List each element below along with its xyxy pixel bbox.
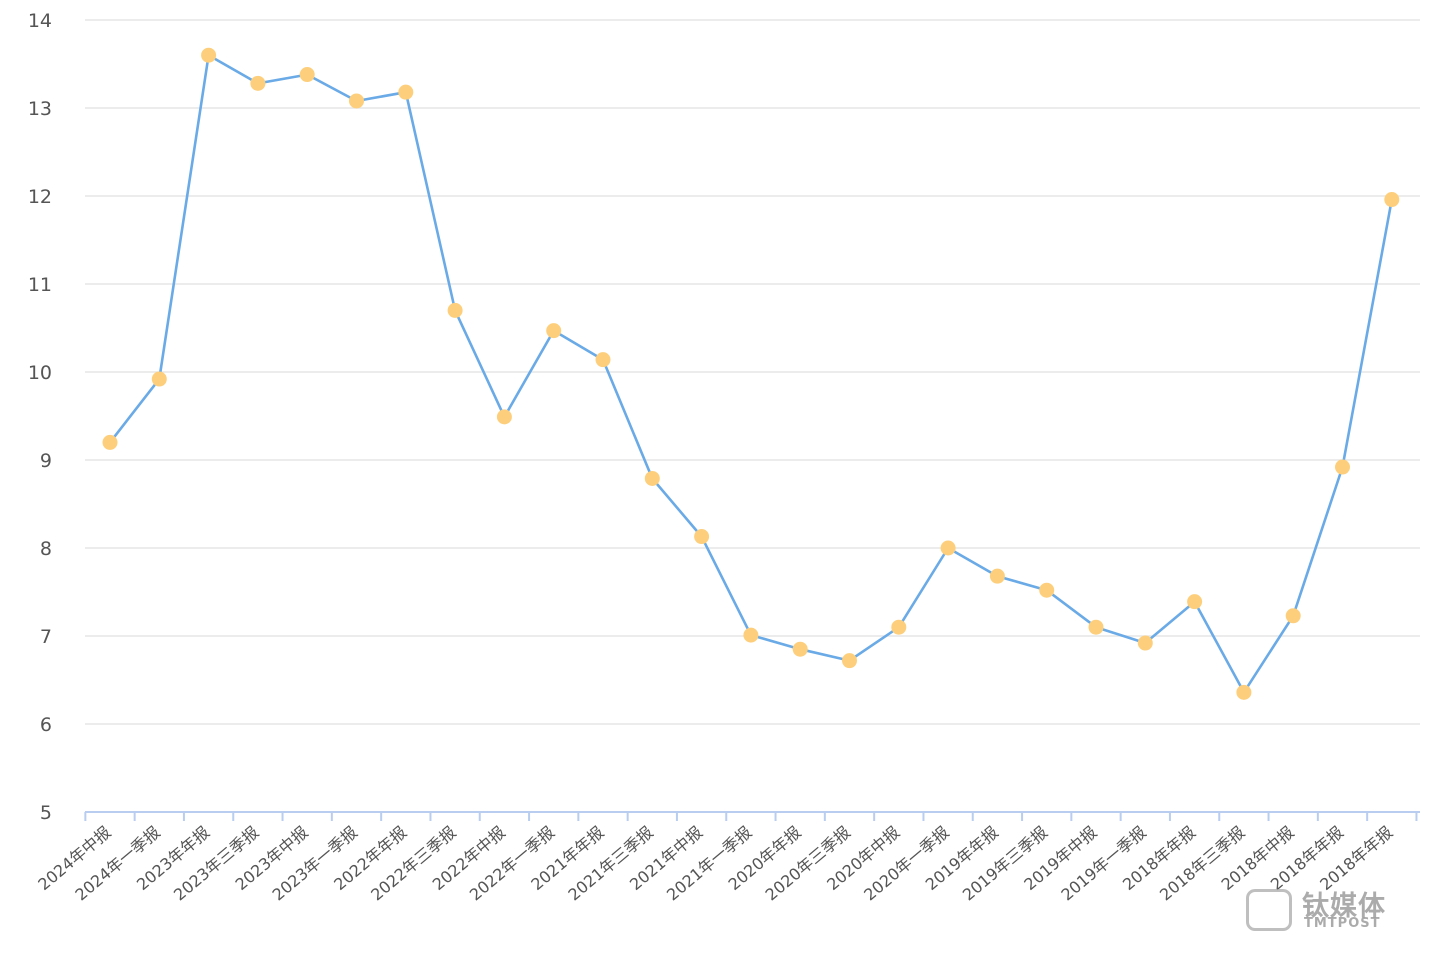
y-tick-label: 11 [28,274,52,296]
data-points [102,47,1400,700]
watermark-logo-icon [1246,889,1292,931]
x-tick-label: 2024年一季报 [71,823,163,905]
x-tick-label: 2019年三季报 [959,823,1051,905]
data-point [1335,459,1350,475]
data-point [989,568,1005,584]
watermark-en: TMTPOST [1304,916,1381,931]
data-point [250,75,266,91]
y-tick-label: 12 [28,186,52,208]
x-tick-label: 2020年一季报 [860,823,952,905]
data-point [940,540,956,556]
watermark-name: 钛媒体 [1302,891,1386,922]
y-tick-label: 5 [40,802,52,824]
x-axis-labels: 2024年中报2024年一季报2023年年报2023年三季报2023年中报202… [34,823,1396,905]
data-point [595,352,611,368]
y-tick-label: 10 [28,362,52,384]
x-tick-label: 2022年一季报 [466,823,558,905]
y-axis-labels: 5 6 7 8 9 10 11 12 13 14 [28,10,52,824]
y-tick-label: 8 [40,538,52,560]
data-point [694,529,710,545]
y-tick-label: 13 [28,98,52,120]
x-tick-label: 2019年一季报 [1057,823,1149,905]
data-point [496,409,512,425]
data-point [644,470,660,486]
x-tick-label: 2020年三季报 [762,823,854,905]
x-axis [84,811,1420,821]
x-tick-label: 2023年三季报 [170,823,262,905]
data-point [1285,608,1301,624]
y-tick-label: 9 [40,450,52,472]
data-point [447,302,463,318]
y-tick-label: 7 [40,626,52,648]
grid-lines [85,19,1420,725]
data-point [1384,192,1400,208]
data-point [842,653,857,669]
data-point [743,627,759,643]
data-point [151,371,167,387]
data-point [398,84,414,100]
data-point [1187,594,1203,610]
data-point [1137,635,1153,651]
data-point [891,619,907,635]
tmtpost-watermark: 钛媒体 TMTPOST [1246,886,1416,936]
x-tick-label: 2018年三季报 [1156,823,1248,905]
x-tick-label: 2023年一季报 [269,823,361,905]
data-point [201,47,217,63]
data-point [792,641,808,657]
data-point [349,93,364,109]
data-point [102,434,118,450]
y-tick-label: 6 [40,714,52,736]
x-tick-label: 2022年三季报 [367,823,459,905]
data-point [546,323,562,339]
x-tick-label: 2021年三季报 [564,823,656,905]
data-point [1088,619,1104,635]
data-point [299,67,315,83]
data-point [1236,684,1252,700]
x-tick-label: 2021年一季报 [663,823,755,905]
y-tick-label: 14 [28,10,52,32]
data-point [1039,582,1055,598]
